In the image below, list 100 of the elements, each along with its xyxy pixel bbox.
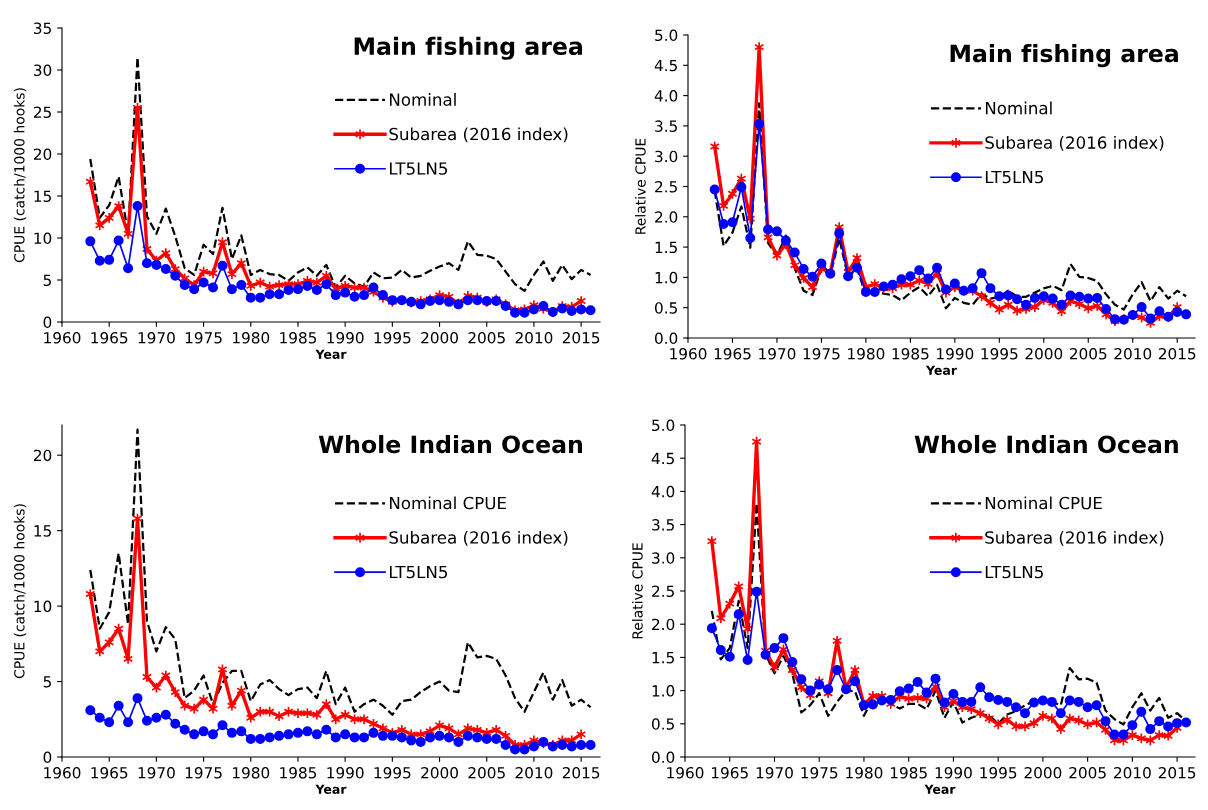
y-axis-title: Relative CPUE (634, 138, 646, 234)
y-tick-label: 15 (34, 525, 51, 537)
y-tick-label: 4.0 (651, 485, 675, 498)
y-tick-label: 10 (34, 232, 52, 245)
y-tick-label: 30 (34, 64, 52, 77)
x-tick-label: 1970 (138, 766, 175, 779)
x-tick-label: 1995 (374, 766, 411, 779)
x-tick-label: 2000 (1024, 766, 1062, 779)
legend-label: Subarea (2016 index) (389, 530, 568, 546)
y-tick-label: 0 (43, 316, 52, 329)
legend-label: Nominal (390, 92, 456, 106)
chart-title: Main fishing area (950, 44, 1178, 68)
x-tick-label: 2010 (515, 766, 553, 779)
x-tick-label: 1995 (980, 766, 1017, 779)
x-tick-label: 1975 (185, 766, 222, 779)
x-tick-label: 1960 (670, 347, 707, 360)
x-tick-label: 2010 (1114, 347, 1152, 360)
x-tick-label: 1985 (280, 766, 317, 779)
y-tick-label: 2.5 (652, 585, 674, 598)
x-tick-label: 1980 (846, 766, 883, 779)
y-tick-label: 0.0 (651, 751, 675, 764)
x-axis-title: Year (315, 784, 347, 794)
y-tick-label: 2.0 (652, 618, 675, 631)
y-tick-label: 5.0 (655, 29, 678, 42)
x-tick-label: 1980 (233, 766, 270, 779)
x-tick-label: 1985 (890, 766, 927, 779)
x-axis-title: Year (315, 349, 347, 359)
x-tick-label: 1995 (981, 347, 1018, 360)
y-tick-label: 35 (34, 22, 51, 35)
x-tick-label: 2010 (1114, 766, 1151, 779)
x-tick-label: 1985 (892, 347, 929, 360)
y-tick-label: 3.0 (652, 552, 675, 564)
x-tick-label: 1960 (44, 331, 81, 344)
x-tick-label: 1970 (759, 347, 796, 360)
chart-title: Whole Indian Ocean (914, 434, 1178, 454)
y-tick-label: 20 (33, 449, 52, 462)
x-tick-label: 1975 (185, 331, 222, 344)
x-tick-label: 1970 (756, 766, 793, 779)
y-tick-label: 4.0 (654, 90, 678, 102)
legend-label: Subarea (2016 index) (985, 135, 1164, 151)
x-tick-label: 1975 (803, 347, 840, 360)
y-tick-label: 15 (34, 190, 51, 203)
y-tick-label: 5.0 (652, 419, 675, 432)
y-tick-label: 3.5 (655, 120, 677, 132)
x-tick-label: 2015 (1158, 347, 1196, 360)
y-tick-label: 2.5 (655, 180, 677, 193)
chart-title: Main fishing area (354, 36, 583, 60)
legend-label: LT5LN5 (390, 162, 448, 175)
x-tick-label: 1980 (848, 347, 885, 360)
x-tick-label: 2000 (421, 766, 458, 779)
legend-label: Nominal CPUE (390, 496, 506, 510)
y-axis-title: Relative CPUE (631, 543, 643, 639)
legend-label: Nominal CPUE (985, 496, 1102, 510)
chart-title: Whole Indian Ocean (318, 434, 583, 454)
x-tick-label: 2005 (1069, 347, 1107, 360)
x-tick-label: 2005 (468, 331, 505, 344)
x-axis-title: Year (924, 784, 956, 794)
legend-label: LT5LN5 (985, 170, 1043, 184)
legend-label: Subarea (2016 index) (389, 127, 568, 143)
x-tick-label: 1965 (91, 331, 128, 344)
y-tick-label: 10 (34, 600, 52, 613)
x-tick-label: 1985 (280, 331, 317, 344)
y-tick-label: 1.0 (652, 685, 675, 697)
legend-label: Subarea (2016 index) (985, 530, 1164, 546)
x-tick-label: 1960 (44, 766, 81, 779)
x-tick-label: 2015 (562, 331, 600, 344)
y-tick-label: 1.5 (652, 652, 674, 664)
y-tick-label: 5 (43, 274, 51, 287)
x-tick-label: 1990 (937, 347, 974, 360)
y-axis-title: CPUE (catch/1000 hooks) (13, 88, 27, 263)
x-tick-label: 2000 (1025, 347, 1063, 360)
y-tick-label: 3.0 (655, 150, 678, 163)
x-tick-label: 2010 (515, 331, 553, 344)
x-tick-label: 1965 (711, 766, 748, 779)
x-tick-label: 2015 (562, 766, 600, 779)
y-tick-label: 0.5 (654, 302, 677, 314)
legend-label: Nominal (985, 101, 1052, 115)
y-tick-label: 4.5 (651, 452, 674, 465)
y-tick-label: 20 (33, 148, 52, 161)
y-tick-label: 1.5 (655, 241, 677, 254)
y-tick-label: 0 (43, 751, 52, 764)
y-tick-label: 25 (33, 106, 51, 119)
y-tick-label: 4.5 (654, 59, 677, 72)
y-tick-label: 2.0 (655, 211, 678, 223)
x-tick-label: 1980 (233, 331, 270, 344)
y-tick-label: 3.5 (652, 519, 674, 531)
x-axis-title: Year (925, 365, 957, 375)
y-tick-label: 0.5 (651, 718, 674, 730)
y-axis-title: CPUE (catch/1000 hooks) (13, 504, 27, 679)
x-tick-label: 2015 (1158, 766, 1196, 779)
x-tick-label: 1965 (91, 766, 128, 779)
x-tick-label: 1975 (801, 766, 838, 779)
x-tick-label: 1990 (327, 766, 364, 779)
x-tick-label: 1990 (935, 766, 972, 779)
x-tick-label: 1960 (667, 766, 704, 779)
legend-label: LT5LN5 (985, 565, 1043, 579)
legend-label: LT5LN5 (390, 565, 448, 579)
x-tick-label: 1965 (714, 347, 751, 360)
x-tick-label: 1970 (138, 331, 175, 344)
x-tick-label: 2005 (468, 766, 505, 779)
